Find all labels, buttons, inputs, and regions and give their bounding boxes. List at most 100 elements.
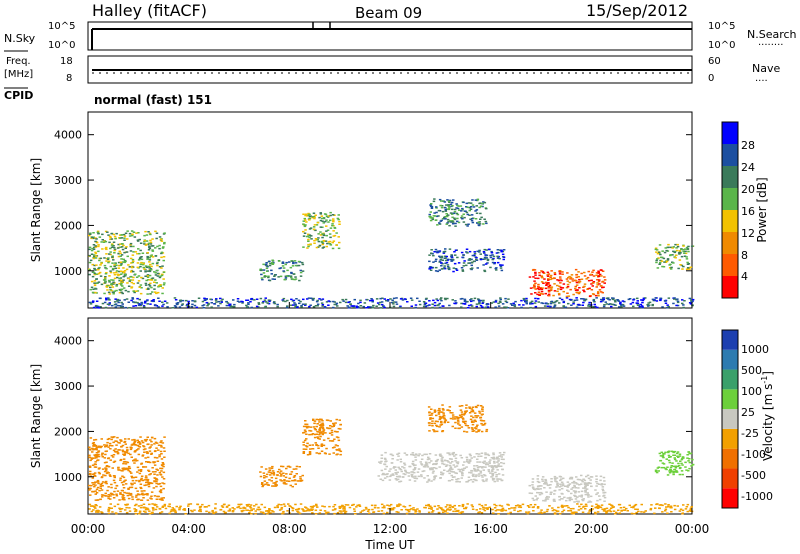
echo-cell	[395, 479, 399, 481]
echo-cell	[533, 286, 536, 289]
echo-cell	[361, 510, 364, 512]
echo-cell	[659, 460, 662, 462]
echo-cell	[440, 206, 444, 209]
echo-cell	[103, 257, 106, 259]
echo-cell	[149, 473, 152, 475]
echo-cell	[311, 433, 315, 435]
echo-cell	[430, 414, 433, 416]
echo-cell	[137, 248, 140, 250]
echo-cell	[282, 475, 285, 477]
echo-cell	[432, 478, 436, 481]
echo-cell	[438, 418, 441, 421]
echo-cell	[491, 474, 494, 477]
echo-cell	[679, 460, 682, 462]
echo-cell	[602, 492, 605, 494]
echo-cell	[444, 210, 448, 212]
echo-cell	[481, 461, 485, 463]
echo-cell	[613, 513, 617, 515]
echo-cell	[365, 307, 368, 309]
echo-cell	[394, 469, 397, 471]
echo-cell	[499, 301, 502, 304]
echo-cell	[580, 496, 583, 498]
echo-cell	[547, 291, 551, 293]
echo-cell	[509, 511, 512, 514]
echo-cell	[140, 303, 144, 305]
echo-cell	[315, 503, 318, 506]
echo-cell	[658, 504, 662, 506]
echo-cell	[448, 201, 451, 203]
echo-cell	[491, 508, 494, 511]
echo-cell	[566, 285, 570, 288]
echo-cell	[414, 509, 417, 511]
echo-cell	[109, 475, 112, 477]
echo-cell	[357, 307, 360, 309]
echo-cell	[287, 465, 291, 468]
echo-cell	[475, 305, 478, 308]
echo-cell	[268, 469, 271, 472]
echo-cell	[599, 475, 603, 478]
echo-cell	[395, 297, 398, 299]
echo-cell	[551, 302, 555, 304]
echo-cell	[316, 506, 319, 508]
echo-cell	[362, 305, 365, 308]
echo-cell	[507, 512, 510, 515]
echo-cell	[500, 250, 503, 253]
echo-cell	[110, 486, 113, 489]
echo-cell	[392, 297, 396, 300]
echo-cell	[331, 241, 334, 244]
echo-cell	[681, 464, 684, 466]
echo-cell	[130, 271, 133, 273]
echo-cell	[121, 248, 125, 251]
echo-cell	[136, 441, 140, 444]
echo-cell	[483, 252, 486, 254]
echo-cell	[336, 217, 340, 220]
echo-cell	[124, 503, 127, 506]
echo-cell	[478, 301, 481, 303]
echo-cell	[123, 454, 126, 456]
echo-cell	[107, 497, 110, 500]
echo-cell	[117, 274, 120, 277]
echo-cell	[680, 470, 684, 472]
echo-cell	[575, 281, 579, 284]
echo-cell	[156, 474, 159, 476]
echo-cell	[496, 480, 499, 482]
echo-cell	[327, 241, 331, 243]
vel-cbar-tick-1000: 1000	[741, 343, 769, 356]
echo-cell	[143, 506, 146, 509]
echo-cell	[138, 479, 141, 482]
echo-cell	[446, 266, 450, 268]
echo-cell	[109, 253, 112, 256]
echo-cell	[144, 511, 147, 513]
echo-cell	[543, 487, 546, 489]
echo-cell	[450, 458, 453, 460]
echo-cell	[539, 287, 543, 290]
echo-cell	[430, 480, 433, 482]
echo-cell	[450, 254, 453, 256]
echo-cell	[97, 307, 101, 309]
echo-cell	[219, 297, 222, 300]
echo-cell	[263, 480, 267, 482]
echo-cell	[128, 232, 132, 235]
echo-cell	[553, 272, 557, 274]
echo-cell	[640, 305, 644, 307]
echo-cell	[438, 198, 442, 201]
echo-cell	[332, 505, 335, 508]
echo-cell	[608, 503, 611, 505]
echo-cell	[391, 454, 395, 457]
echo-cell	[116, 503, 120, 506]
echo-cell	[667, 246, 670, 249]
echo-cell	[549, 493, 552, 495]
echo-cell	[565, 297, 569, 299]
echo-cell	[110, 283, 113, 286]
echo-cell	[343, 512, 347, 514]
echo-cell	[655, 259, 658, 262]
echo-cell	[553, 305, 557, 307]
echo-cell	[536, 497, 539, 499]
echo-cell	[308, 236, 311, 239]
echo-cell	[148, 245, 151, 247]
echo-cell	[162, 478, 166, 480]
echo-cell	[666, 474, 670, 476]
echo-cell	[513, 305, 517, 308]
echo-cell	[438, 302, 441, 305]
echo-cell	[448, 304, 451, 307]
